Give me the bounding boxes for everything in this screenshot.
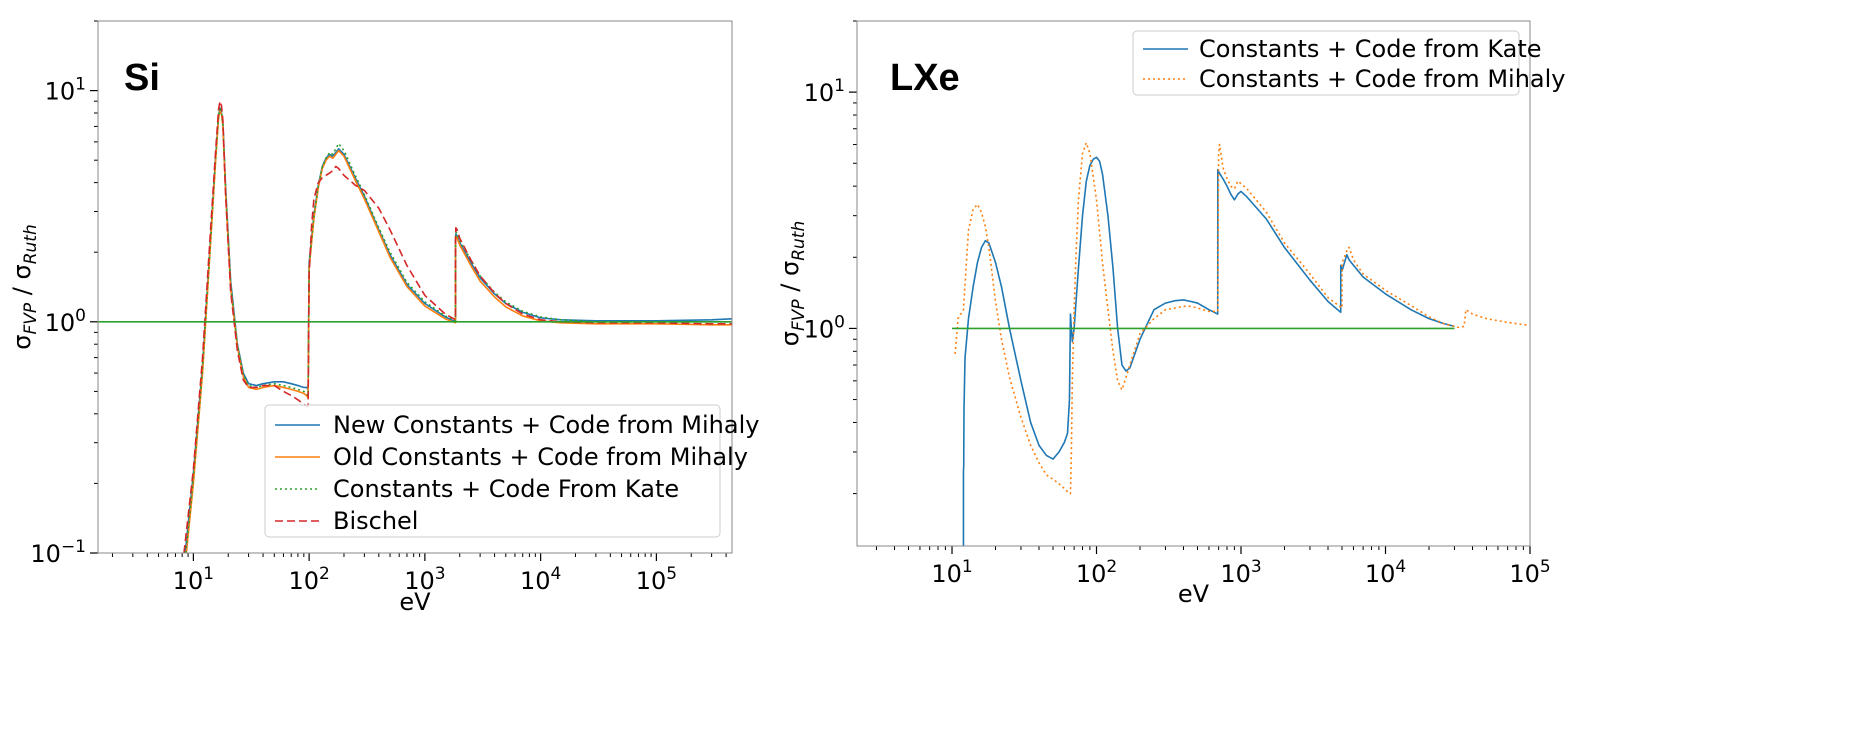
- si-series-line-bischel: [183, 100, 732, 553]
- y-tick-label-base: 10: [45, 78, 76, 106]
- y-tick-label-exponent: 0: [75, 306, 86, 326]
- legend-label-constants-code-from-mihaly: Constants + Code from Mihaly: [1199, 65, 1565, 93]
- x-tick-label: 104: [1365, 557, 1406, 588]
- x-tick-label-base: 10: [1076, 560, 1107, 588]
- x-axis-label: eV: [1178, 580, 1210, 608]
- x-tick-label-base: 10: [404, 567, 435, 595]
- x-tick-label-exponent: 1: [962, 557, 973, 577]
- y-tick-label-base: 10: [45, 309, 76, 337]
- legend-box: [1132, 30, 1520, 96]
- panel-label: LXe: [890, 57, 960, 99]
- x-tick-label-base: 10: [1509, 560, 1540, 588]
- x-tick-label: 105: [636, 564, 677, 595]
- y-tick-label: 10−1: [30, 537, 86, 568]
- x-tick-label-exponent: 3: [435, 564, 446, 584]
- x-tick-label-exponent: 4: [550, 564, 561, 584]
- y-tick-label: 101: [804, 76, 845, 107]
- y-axis-label-subscript: Ruth: [21, 224, 41, 264]
- lxe-series-line-constants-code-from-kate: [962, 156, 1455, 546]
- y-axis-label: σFVP / σRuth: [8, 224, 41, 349]
- y-axis-label-subscript: Ruth: [789, 221, 809, 261]
- x-tick-label-exponent: 3: [1251, 557, 1262, 577]
- y-tick-label-exponent: 1: [834, 76, 845, 96]
- y-tick-label-exponent: 1: [75, 75, 86, 95]
- x-tick-label-exponent: 5: [666, 564, 677, 584]
- plot-frame: [97, 20, 733, 554]
- x-tick-label: 103: [404, 564, 445, 595]
- x-tick-label-base: 10: [1220, 560, 1251, 588]
- y-tick-label-base: 10: [804, 79, 835, 107]
- x-tick-label: 104: [520, 564, 561, 595]
- x-tick-label-exponent: 2: [319, 564, 330, 584]
- y-tick-label: 100: [45, 306, 86, 337]
- x-tick-label: 102: [288, 564, 329, 595]
- y-axis-label-sigma: σ: [8, 335, 36, 350]
- x-tick-label: 102: [1076, 557, 1117, 588]
- legend-label-new-constants-code-from-mihaly: New Constants + Code from Mihaly: [333, 411, 759, 439]
- x-tick-label-base: 10: [1365, 560, 1396, 588]
- x-tick-label-base: 10: [288, 567, 319, 595]
- x-tick-label-exponent: 5: [1540, 557, 1551, 577]
- legend: New Constants + Code from Mihaly Old Cons…: [264, 404, 759, 538]
- x-axis-label: eV: [399, 588, 431, 616]
- x-tick-label-exponent: 4: [1395, 557, 1406, 577]
- plot-frame: [856, 20, 1531, 547]
- y-tick-label-base: 10: [30, 540, 61, 568]
- legend-label-constants-code-from-kate: Constants + Code From Kate: [333, 475, 679, 503]
- y-axis-label-subscript: FVP: [21, 302, 41, 334]
- x-tick-label-base: 10: [173, 567, 204, 595]
- y-tick-label-base: 10: [804, 315, 835, 343]
- x-tick-label: 105: [1509, 557, 1550, 588]
- x-tick-label: 101: [931, 557, 972, 588]
- y-tick-label: 101: [45, 75, 86, 106]
- y-tick-label-exponent: −1: [61, 537, 86, 557]
- legend-label-old-constants-code-from-mihaly: Old Constants + Code from Mihaly: [333, 443, 748, 471]
- y-tick-label: 100: [804, 312, 845, 343]
- legend-label-bischel: Bischel: [333, 507, 418, 535]
- si-series-line-constants-code-from-kate: [184, 108, 732, 553]
- x-tick-label-exponent: 1: [203, 564, 214, 584]
- x-tick-label-base: 10: [931, 560, 962, 588]
- y-axis-label-divider: / σ: [776, 261, 804, 300]
- series-group: [98, 100, 732, 553]
- x-tick-label-exponent: 2: [1106, 557, 1117, 577]
- y-axis-label: σFVP / σRuth: [776, 221, 809, 346]
- panel-label: Si: [124, 57, 160, 99]
- lxe-series-line-constants-code-from-mihaly: [954, 142, 1530, 495]
- y-tick-label-exponent: 0: [834, 312, 845, 332]
- legend-label-constants-code-from-kate: Constants + Code from Kate: [1199, 35, 1542, 63]
- y-axis-label-divider: / σ: [8, 264, 36, 303]
- legend-box: [264, 404, 721, 538]
- series-group: [952, 142, 1530, 546]
- x-tick-label-base: 10: [636, 567, 667, 595]
- x-tick-label: 103: [1220, 557, 1261, 588]
- x-tick-label: 101: [173, 564, 214, 595]
- y-axis-label-subscript: FVP: [789, 299, 809, 331]
- x-tick-label-base: 10: [520, 567, 551, 595]
- y-axis-label-sigma: σ: [776, 331, 804, 346]
